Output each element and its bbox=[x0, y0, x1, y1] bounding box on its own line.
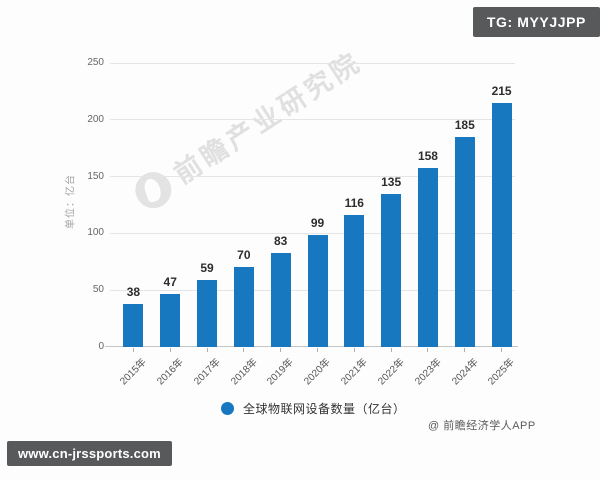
bar bbox=[270, 252, 291, 347]
bar-value-label: 59 bbox=[200, 260, 214, 275]
gridline bbox=[110, 119, 515, 121]
bar-value-label: 158 bbox=[417, 148, 438, 163]
x-axis-tick bbox=[390, 348, 392, 352]
bar-value-label: 99 bbox=[310, 215, 325, 230]
y-tick-label: 150 bbox=[87, 170, 104, 182]
bar-value-label: 116 bbox=[344, 196, 364, 211]
x-tick-label: 2019年 bbox=[265, 356, 297, 388]
bar bbox=[344, 215, 365, 347]
x-tick-label: 2017年 bbox=[192, 356, 223, 388]
x-tick-label: 2024年 bbox=[449, 356, 481, 388]
y-tick-label: 0 bbox=[98, 341, 104, 352]
y-tick-label: 250 bbox=[87, 57, 104, 68]
gridline bbox=[110, 176, 515, 178]
x-axis-tick bbox=[132, 348, 134, 352]
x-tick-label: 2020年 bbox=[302, 356, 334, 388]
x-axis-tick bbox=[206, 348, 208, 352]
bar-value-label: 47 bbox=[163, 274, 177, 289]
bar bbox=[454, 136, 475, 347]
site-url-badge: www.cn-jrssports.com bbox=[7, 441, 172, 466]
x-tick-label: 2025年 bbox=[486, 356, 518, 388]
legend-label: 全球物联网设备数量（亿台） bbox=[243, 402, 406, 416]
x-axis-tick bbox=[280, 348, 282, 352]
bar-value-label: 215 bbox=[491, 83, 512, 98]
bar bbox=[381, 193, 402, 347]
chart-legend: 全球物联网设备数量（亿台） bbox=[221, 400, 406, 417]
x-axis-tick bbox=[169, 348, 171, 352]
x-tick-label: 2023年 bbox=[412, 356, 444, 388]
x-tick-label: 2018年 bbox=[228, 356, 260, 388]
x-axis-tick bbox=[317, 348, 318, 352]
x-axis-tick bbox=[243, 348, 245, 352]
x-tick-label: 2022年 bbox=[376, 356, 407, 388]
x-axis-tick bbox=[464, 348, 466, 352]
chart-plot: 38 47 59 70 83 99 116 135 158 185 215 bbox=[105, 62, 518, 347]
y-tick-label: 200 bbox=[87, 113, 104, 125]
bar bbox=[417, 167, 438, 347]
legend-dot-icon bbox=[221, 402, 234, 415]
bar bbox=[233, 267, 254, 347]
gridline bbox=[110, 62, 515, 64]
x-axis-tick bbox=[427, 348, 429, 352]
watermark-fragment: 前瞻产业研究院 bbox=[344, 28, 428, 60]
gridline bbox=[110, 232, 515, 234]
bar bbox=[307, 234, 328, 347]
source-credit: @ 前瞻经济学人APP bbox=[428, 420, 536, 432]
bar bbox=[123, 303, 144, 347]
bar bbox=[197, 279, 218, 347]
bar bbox=[491, 102, 512, 347]
bar-value-label: 135 bbox=[381, 174, 402, 189]
x-tick-label: 2015年 bbox=[118, 356, 150, 388]
bar-value-label: 185 bbox=[454, 117, 475, 132]
x-axis-tick bbox=[353, 348, 355, 352]
bar bbox=[160, 293, 181, 347]
x-tick-label: 2016年 bbox=[155, 356, 186, 388]
y-tick-label: 100 bbox=[87, 227, 104, 239]
telegram-badge: TG: MYYJJPP bbox=[472, 7, 600, 37]
x-tick-label: 2021年 bbox=[339, 356, 370, 388]
bar-value-label: 70 bbox=[237, 248, 251, 263]
x-axis-tick bbox=[501, 348, 503, 352]
y-tick-label: 50 bbox=[92, 284, 104, 296]
bar-value-label: 83 bbox=[273, 233, 288, 248]
bar-value-label: 38 bbox=[126, 284, 141, 299]
